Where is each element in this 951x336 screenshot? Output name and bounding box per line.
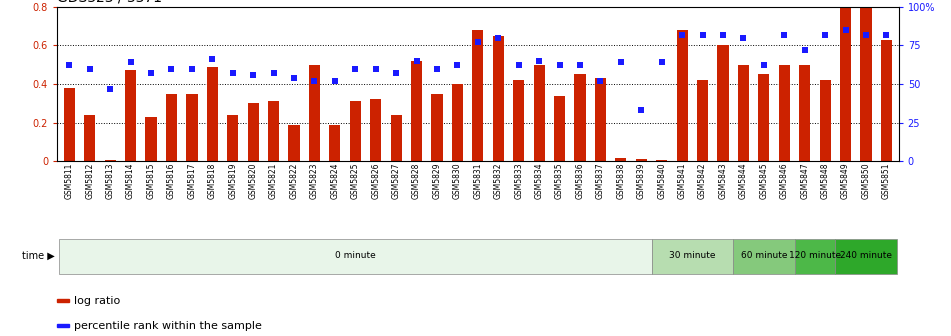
Bar bbox=[473, 30, 483, 161]
Point bbox=[552, 63, 567, 68]
Bar bbox=[370, 99, 381, 161]
Bar bbox=[758, 74, 769, 161]
Bar bbox=[165, 94, 177, 161]
Point bbox=[674, 32, 689, 37]
Point bbox=[327, 78, 342, 84]
Bar bbox=[411, 61, 422, 161]
Bar bbox=[799, 65, 810, 161]
Point bbox=[225, 71, 241, 76]
FancyBboxPatch shape bbox=[59, 239, 651, 274]
Bar bbox=[329, 125, 340, 161]
Bar bbox=[227, 115, 239, 161]
Bar bbox=[881, 40, 892, 161]
Bar bbox=[57, 299, 68, 302]
Point bbox=[797, 47, 812, 53]
Point bbox=[470, 40, 485, 45]
Bar bbox=[105, 160, 116, 161]
Point bbox=[511, 63, 526, 68]
Bar bbox=[452, 84, 463, 161]
Point bbox=[573, 63, 588, 68]
Bar bbox=[146, 117, 157, 161]
Point bbox=[348, 66, 363, 71]
Point bbox=[592, 78, 608, 84]
Bar bbox=[861, 0, 872, 161]
Point bbox=[389, 71, 404, 76]
Text: percentile rank within the sample: percentile rank within the sample bbox=[74, 321, 262, 331]
Point bbox=[245, 72, 261, 77]
Bar bbox=[594, 78, 606, 161]
Bar bbox=[717, 45, 728, 161]
Point bbox=[532, 58, 547, 64]
Bar bbox=[554, 96, 565, 161]
Point bbox=[266, 71, 281, 76]
FancyBboxPatch shape bbox=[835, 239, 897, 274]
Point bbox=[633, 108, 649, 113]
Bar bbox=[350, 101, 361, 161]
Text: time ▶: time ▶ bbox=[22, 250, 55, 260]
Point bbox=[184, 66, 200, 71]
Point bbox=[62, 63, 77, 68]
Point bbox=[838, 27, 853, 33]
Point bbox=[286, 75, 301, 81]
Point bbox=[204, 56, 220, 62]
Point bbox=[144, 71, 159, 76]
Point bbox=[368, 66, 383, 71]
Text: 120 minute: 120 minute bbox=[789, 251, 841, 260]
FancyBboxPatch shape bbox=[651, 239, 733, 274]
Point bbox=[695, 32, 710, 37]
Point bbox=[409, 58, 424, 64]
Point bbox=[613, 60, 629, 65]
Bar bbox=[656, 160, 668, 161]
Bar bbox=[514, 80, 524, 161]
Point bbox=[103, 86, 118, 91]
Bar bbox=[391, 115, 401, 161]
FancyBboxPatch shape bbox=[733, 239, 794, 274]
Point bbox=[430, 66, 445, 71]
Point bbox=[491, 35, 506, 40]
Bar bbox=[779, 65, 790, 161]
Point bbox=[736, 35, 751, 40]
Point bbox=[879, 32, 894, 37]
Bar bbox=[309, 65, 320, 161]
Bar bbox=[268, 101, 280, 161]
Bar bbox=[57, 324, 68, 327]
Point bbox=[82, 66, 97, 71]
Point bbox=[715, 32, 730, 37]
Point bbox=[123, 60, 138, 65]
Bar bbox=[493, 36, 504, 161]
Bar bbox=[84, 115, 95, 161]
Bar bbox=[432, 94, 442, 161]
Bar bbox=[288, 125, 300, 161]
Bar bbox=[64, 88, 75, 161]
Bar bbox=[206, 67, 218, 161]
Bar bbox=[247, 103, 259, 161]
Text: 60 minute: 60 minute bbox=[741, 251, 787, 260]
Text: 30 minute: 30 minute bbox=[670, 251, 715, 260]
Bar bbox=[697, 80, 708, 161]
Bar bbox=[125, 71, 136, 161]
Bar bbox=[534, 65, 545, 161]
Bar bbox=[615, 158, 627, 161]
Point bbox=[818, 32, 833, 37]
Bar bbox=[635, 159, 647, 161]
Point bbox=[450, 63, 465, 68]
Point bbox=[859, 32, 874, 37]
Point bbox=[756, 63, 771, 68]
FancyBboxPatch shape bbox=[794, 239, 835, 274]
Point bbox=[307, 78, 322, 84]
Bar bbox=[574, 74, 586, 161]
Point bbox=[777, 32, 792, 37]
Text: log ratio: log ratio bbox=[74, 296, 120, 305]
Bar bbox=[738, 65, 749, 161]
Text: GDS323 / 3371: GDS323 / 3371 bbox=[57, 0, 162, 4]
Bar bbox=[676, 30, 688, 161]
Text: 0 minute: 0 minute bbox=[335, 251, 376, 260]
Bar bbox=[820, 80, 831, 161]
Point bbox=[654, 60, 670, 65]
Point bbox=[164, 66, 179, 71]
Bar bbox=[840, 0, 851, 161]
Text: 240 minute: 240 minute bbox=[840, 251, 892, 260]
Bar bbox=[186, 94, 198, 161]
